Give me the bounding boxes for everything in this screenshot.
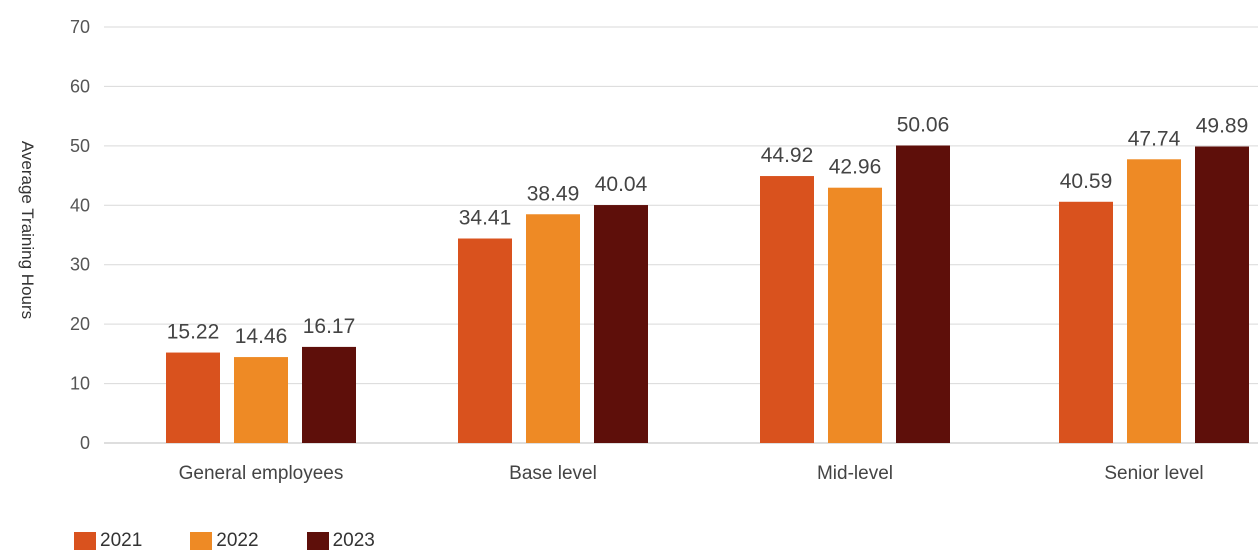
y-tick-label: 40 bbox=[70, 195, 90, 215]
legend: 2021 2022 2023 bbox=[74, 530, 423, 552]
data-label: 34.41 bbox=[459, 207, 512, 230]
legend-swatch bbox=[190, 532, 213, 550]
y-tick-label: 10 bbox=[70, 374, 90, 394]
legend-item: 2021 bbox=[74, 530, 142, 552]
bar bbox=[1059, 201, 1113, 443]
bar bbox=[526, 214, 580, 443]
data-label: 42.96 bbox=[829, 156, 882, 179]
y-tick-label: 20 bbox=[70, 314, 90, 334]
bar bbox=[1195, 146, 1249, 443]
x-category-label: Base level bbox=[509, 463, 597, 484]
y-tick-label: 60 bbox=[70, 76, 90, 96]
x-category-label: Mid-level bbox=[817, 463, 893, 484]
bar bbox=[594, 205, 648, 443]
y-tick-label: 50 bbox=[70, 136, 90, 156]
x-axis-categories: General employees Base level Mid-level Seni… bbox=[179, 463, 1204, 484]
data-label: 38.49 bbox=[527, 182, 580, 205]
data-label: 14.46 bbox=[235, 325, 288, 348]
legend-item: 2022 bbox=[190, 530, 259, 552]
y-axis-ticks: 0 10 20 30 40 50 60 70 bbox=[70, 17, 90, 453]
data-label: 44.92 bbox=[761, 144, 814, 167]
legend-item: 2023 bbox=[306, 530, 375, 552]
bar bbox=[458, 238, 512, 443]
data-label: 40.04 bbox=[595, 173, 648, 196]
legend-swatch bbox=[306, 532, 329, 550]
x-category-label: Senior level bbox=[1104, 463, 1203, 484]
data-label: 40.59 bbox=[1060, 170, 1113, 193]
bar bbox=[166, 352, 220, 443]
bar bbox=[828, 187, 882, 443]
legend-label: 2023 bbox=[332, 530, 375, 551]
data-labels: 15.22 14.46 16.17 34.41 38.49 40.04 44.92 42.96… bbox=[167, 114, 1249, 349]
legend-label: 2021 bbox=[100, 530, 143, 551]
data-label: 50.06 bbox=[897, 114, 950, 137]
x-category-label: General employees bbox=[179, 463, 344, 484]
bar bbox=[896, 145, 950, 444]
bar bbox=[760, 176, 814, 443]
legend-label: 2022 bbox=[216, 530, 259, 551]
legend-swatch bbox=[74, 532, 96, 550]
y-axis-title: Average Training Hours bbox=[18, 141, 37, 319]
bars bbox=[166, 145, 1249, 444]
bar bbox=[302, 346, 356, 443]
grid-lines bbox=[104, 26, 1258, 444]
bar bbox=[1127, 159, 1181, 443]
data-label: 47.74 bbox=[1128, 127, 1181, 150]
y-tick-label: 0 bbox=[80, 433, 90, 453]
y-tick-label: 30 bbox=[70, 255, 90, 275]
data-label: 15.22 bbox=[167, 321, 220, 344]
bar bbox=[234, 357, 288, 443]
y-tick-label: 70 bbox=[70, 17, 90, 37]
data-label: 16.17 bbox=[303, 315, 356, 338]
data-label: 49.89 bbox=[1196, 115, 1249, 138]
